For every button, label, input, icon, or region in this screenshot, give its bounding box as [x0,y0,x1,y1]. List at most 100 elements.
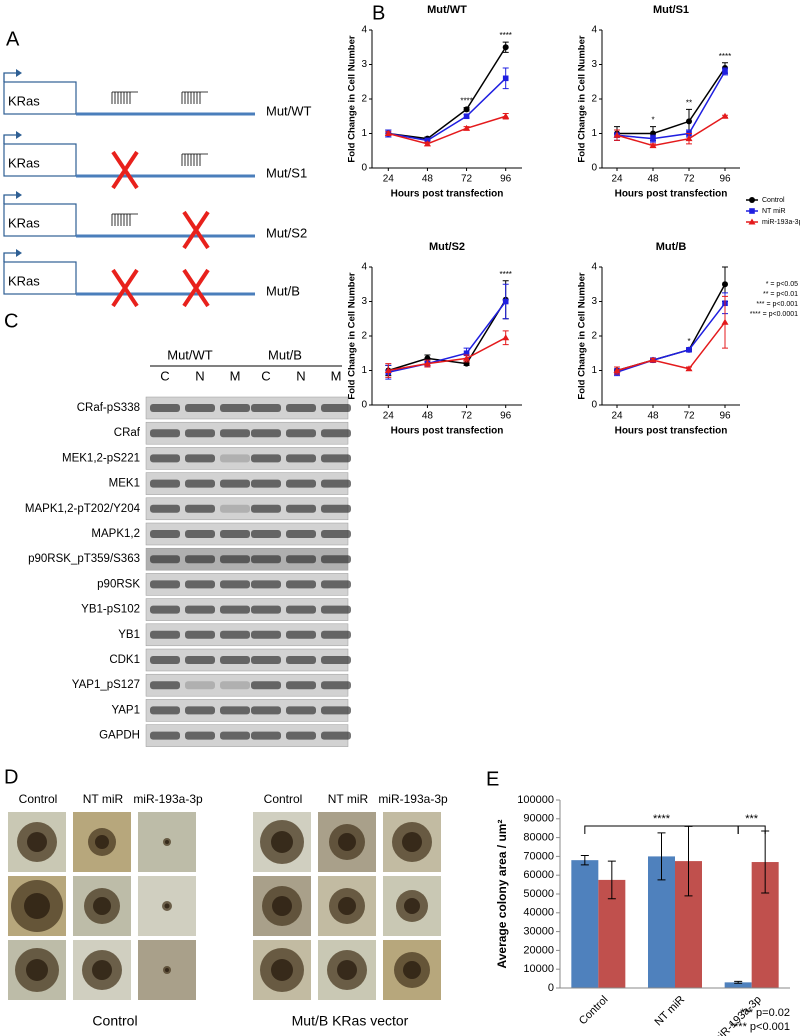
protein-label: GAPDH [99,730,140,742]
blot-band [286,731,316,740]
group-label: Mut/WT [167,347,213,362]
y-tick-label: 3 [591,59,597,70]
y-axis-label: Fold Change in Cell Number [347,272,358,400]
y-tick-label: 0 [361,400,367,411]
blot-band [251,656,281,664]
column-label: miR-193a-3p [378,792,448,806]
marker [502,75,509,82]
marker [384,130,392,136]
blot-band [185,605,215,614]
colony-core [93,897,111,915]
blot-band [220,630,250,639]
marker [502,44,509,51]
lane-label: N [296,368,305,383]
y-axis-label: Fold Change in Cell Number [577,272,588,400]
gene-label: KRas [8,93,40,108]
blot-band [286,454,316,463]
chart-title: Mut/S2 [429,241,465,253]
error-bar [734,980,743,984]
blot-band [150,706,180,715]
y-tick-label: 3 [591,296,597,307]
gene-label: KRas [8,155,40,170]
colony-core [338,897,356,915]
blot-band [251,605,281,614]
blot-band [220,731,250,740]
construct-label: Mut/B [266,283,300,298]
marker [650,135,656,142]
y-axis-label: Average colony area / um² [495,820,509,969]
colony-core [27,832,47,852]
x-tick-label: 24 [611,174,623,185]
column-label: NT miR [83,792,124,806]
significance: * [651,116,654,125]
chart-title: Mut/B [656,241,687,253]
series-line [616,115,726,147]
significance: * [687,337,690,346]
construct-label: Mut/S2 [266,225,307,240]
y-tick-label: 1 [591,365,597,376]
colony-core [403,961,421,979]
blot-band [321,454,351,463]
y-tick-label: 2 [591,94,597,105]
blot-band [185,706,215,715]
y-tick-label: 80000 [523,832,554,844]
promoter-arrowhead [16,191,22,199]
colony-core [164,903,170,909]
significance: **** [460,97,472,106]
legend-label: NT miR [762,208,786,215]
significance-key: **** = p<0.0001 [750,311,798,318]
marker [649,142,657,149]
y-tick-label: 1 [361,365,367,376]
promoter-arrow [3,134,16,144]
colony-core [271,959,293,981]
y-tick-label: 1 [361,128,367,139]
blot-band [251,706,281,715]
blot-band [150,580,180,589]
promoter-arrow [3,194,16,204]
marker [613,367,621,373]
blot-band [321,404,351,412]
bar [571,860,599,988]
x-axis-label: Hours post transfection [391,426,504,437]
y-tick-label: 50000 [523,888,554,900]
blot-band [220,706,250,715]
blot-band [220,454,250,463]
significance: **** [499,31,511,40]
promoter-arrow [3,252,16,262]
deletion-mark [182,268,210,308]
blot-band [185,454,215,463]
x-tick-label: 72 [461,174,473,185]
y-tick-label: 10000 [523,963,554,975]
blot-band [286,479,316,488]
blot-band [220,580,250,589]
blot-band [321,656,351,664]
lane-label: C [261,368,270,383]
series-line [388,77,507,142]
blot-band [286,429,316,438]
column-label: Control [264,792,303,806]
blot-band [251,731,281,740]
blot-band [150,530,180,538]
blot-band [185,479,215,488]
significance: **** [719,52,731,61]
significance: **** [499,270,511,279]
blot-band [321,706,351,715]
marker [721,318,729,325]
series-line [617,67,726,135]
protein-label: YB1-pS102 [81,604,140,616]
protein-label: p90RSK [97,578,140,590]
blot-band [251,429,281,438]
protein-label: YAP1_pS127 [72,679,140,691]
blot-band [251,630,281,639]
blot-band [150,504,180,513]
blot-band [185,656,215,664]
footnote: **** p<0.001 [730,1021,790,1033]
blot-band [150,479,180,488]
lane-label: C [160,368,169,383]
error-bar [657,832,666,881]
error-bar [607,860,616,900]
blot-band [220,404,250,412]
blot-band [321,479,351,488]
x-tick-label: 72 [461,411,473,422]
